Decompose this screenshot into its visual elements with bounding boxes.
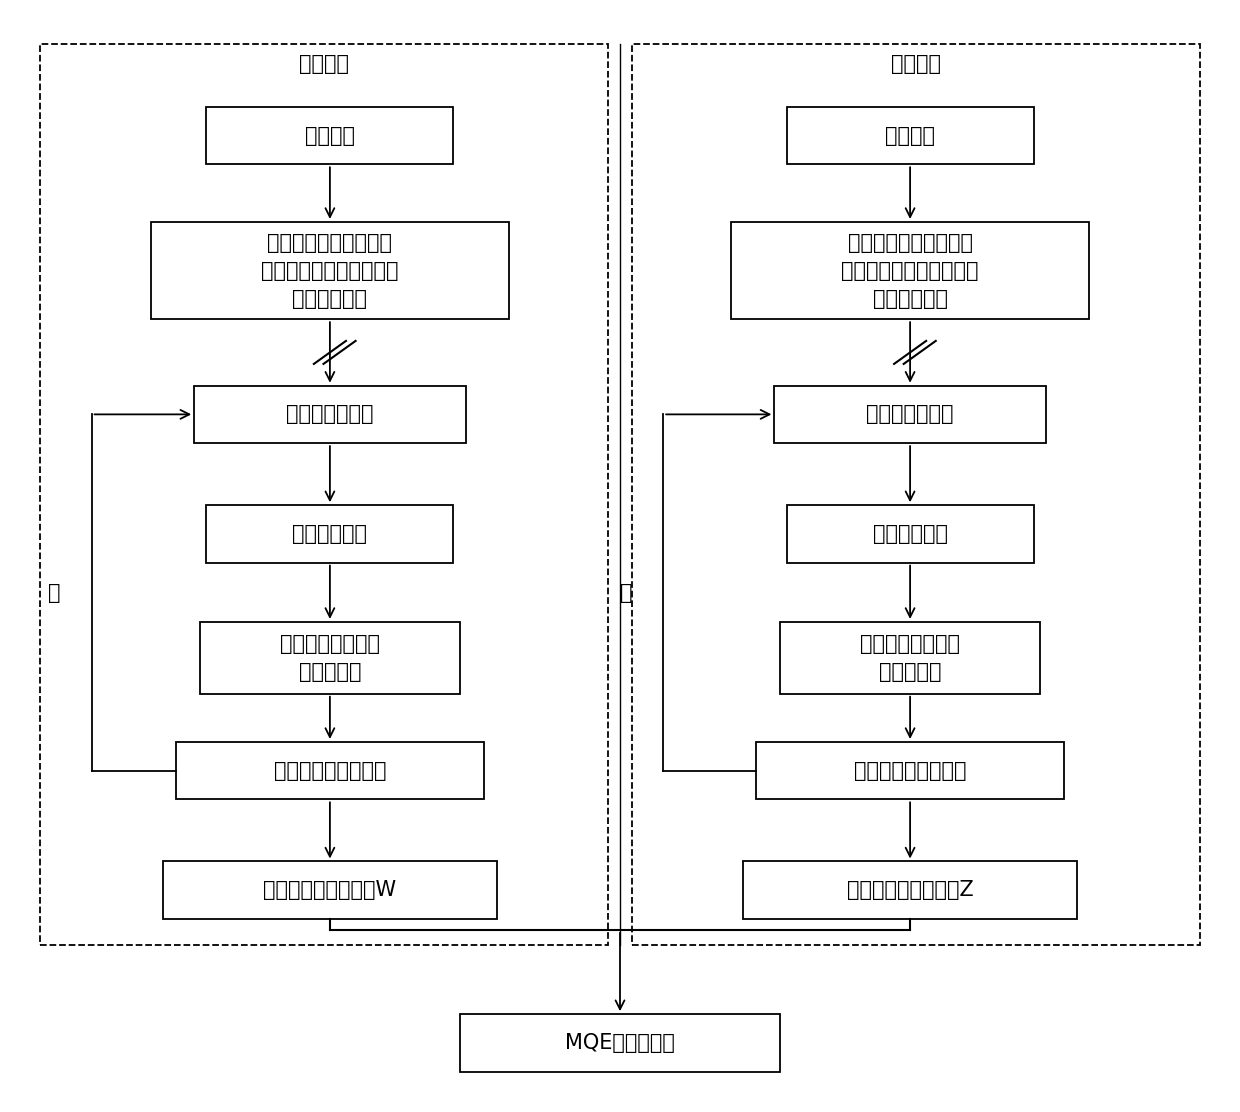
FancyBboxPatch shape bbox=[460, 1014, 780, 1072]
FancyBboxPatch shape bbox=[774, 386, 1045, 444]
Text: 初始化、归一化权值向
量；建立初始优胜邻域；
学习率赋初值: 初始化、归一化权值向 量；建立初始优胜邻域； 学习率赋初值 bbox=[842, 232, 978, 308]
FancyBboxPatch shape bbox=[744, 862, 1076, 919]
Text: MQE计算健康值: MQE计算健康值 bbox=[565, 1033, 675, 1053]
Text: 对优胜邻域内的节
点调整权值: 对优胜邻域内的节 点调整权值 bbox=[861, 634, 960, 682]
FancyBboxPatch shape bbox=[195, 386, 466, 444]
Text: 输出神经元权重向量W: 输出神经元权重向量W bbox=[263, 880, 397, 900]
FancyBboxPatch shape bbox=[207, 107, 454, 165]
FancyBboxPatch shape bbox=[176, 742, 484, 800]
FancyBboxPatch shape bbox=[151, 222, 508, 319]
Text: 学习率小于预设值？: 学习率小于预设值？ bbox=[854, 761, 966, 781]
Text: 在线数据: 在线数据 bbox=[892, 53, 941, 73]
Text: 选取获胜节点: 选取获胜节点 bbox=[293, 524, 367, 544]
Text: 否: 否 bbox=[620, 583, 632, 603]
FancyBboxPatch shape bbox=[780, 622, 1039, 694]
Text: 对优胜邻域内的节
点调整权值: 对优胜邻域内的节 点调整权值 bbox=[280, 634, 379, 682]
FancyBboxPatch shape bbox=[207, 505, 454, 563]
Text: 初始化、归一化权值向
量；建立初始优胜邻域；
学习率赋初值: 初始化、归一化权值向 量；建立初始优胜邻域； 学习率赋初值 bbox=[262, 232, 398, 308]
Text: 离线数据: 离线数据 bbox=[299, 53, 348, 73]
Text: 归一化基准数据: 归一化基准数据 bbox=[286, 405, 373, 425]
Text: 归一化基准数据: 归一化基准数据 bbox=[867, 405, 954, 425]
Text: 学习率小于预设值？: 学习率小于预设值？ bbox=[274, 761, 386, 781]
Text: 否: 否 bbox=[48, 583, 61, 603]
FancyBboxPatch shape bbox=[164, 862, 496, 919]
FancyBboxPatch shape bbox=[201, 622, 460, 694]
FancyBboxPatch shape bbox=[756, 742, 1064, 800]
Text: 实时数据: 实时数据 bbox=[885, 126, 935, 146]
Text: 输出神经元权重向量Z: 输出神经元权重向量Z bbox=[847, 880, 973, 900]
Text: 选取获胜节点: 选取获胜节点 bbox=[873, 524, 947, 544]
Text: 基准数据: 基准数据 bbox=[305, 126, 355, 146]
FancyBboxPatch shape bbox=[786, 505, 1033, 563]
FancyBboxPatch shape bbox=[732, 222, 1089, 319]
FancyBboxPatch shape bbox=[786, 107, 1033, 165]
